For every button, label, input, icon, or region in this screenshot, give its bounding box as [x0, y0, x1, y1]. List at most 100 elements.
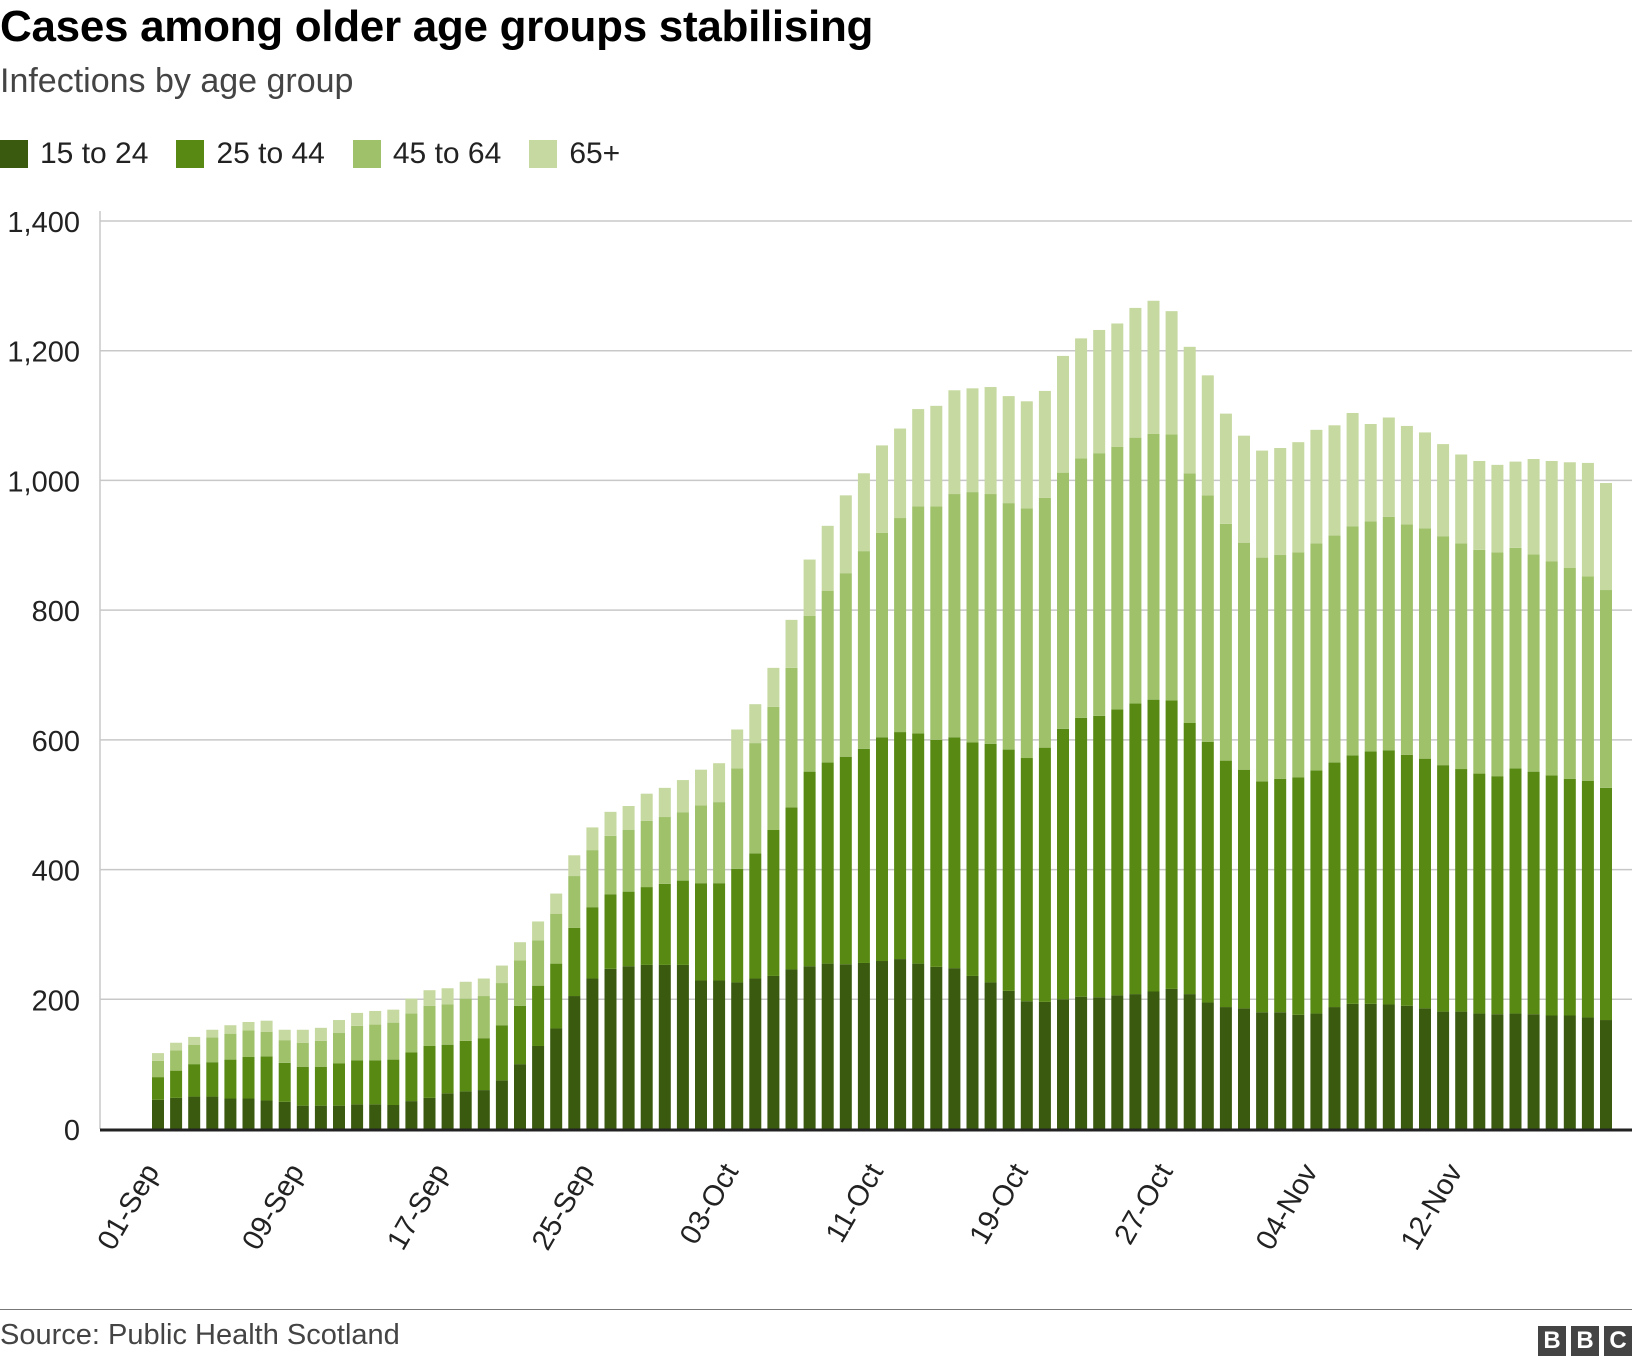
- bar-segment-15-to-24: [803, 966, 816, 1129]
- x-tick-label: 03-Oct: [674, 1159, 745, 1250]
- bar-segment-25-to-44: [224, 1059, 237, 1099]
- bar-segment-65-: [1020, 401, 1033, 509]
- bar-segment-15-to-24: [532, 1045, 545, 1129]
- bar-segment-45-to-64: [1346, 526, 1359, 756]
- bar-segment-25-to-44: [387, 1059, 400, 1106]
- bar-segment-45-to-64: [387, 1022, 400, 1060]
- bar-segment-15-to-24: [1563, 1015, 1576, 1129]
- bar-segment-25-to-44: [1509, 768, 1522, 1014]
- bar-segment-45-to-64: [604, 835, 617, 895]
- bar-segment-15-to-24: [1201, 1002, 1214, 1129]
- bar-segment-25-to-44: [351, 1060, 364, 1105]
- bar-segment-45-to-64: [242, 1030, 255, 1058]
- bar-segment-15-to-24: [695, 980, 707, 1129]
- bar-segment-25-to-44: [1075, 717, 1088, 997]
- bar-segment-65-: [857, 473, 870, 552]
- bar-segment-15-to-24: [550, 1028, 563, 1129]
- bar-segment-65-: [1400, 425, 1413, 525]
- bar-segment-25-to-44: [640, 887, 653, 965]
- bar-segment-15-to-24: [170, 1097, 183, 1129]
- bar-segment-25-to-44: [1364, 751, 1377, 1004]
- bar-segment-65-: [188, 1036, 201, 1045]
- bar-segment-65-: [894, 428, 907, 519]
- bar-segment-25-to-44: [1256, 781, 1269, 1013]
- bar-segment-15-to-24: [1057, 999, 1069, 1129]
- bar-segment-45-to-64: [1527, 554, 1540, 772]
- bar-segment-15-to-24: [1075, 996, 1088, 1129]
- x-tick-label: 11-Oct: [820, 1159, 890, 1249]
- bar-segment-65-: [749, 704, 762, 744]
- bar-segment-15-to-24: [894, 959, 907, 1129]
- bar-segment-45-to-64: [984, 494, 997, 744]
- bar-segment-25-to-44: [1419, 758, 1431, 1009]
- bar-segment-65-: [1491, 464, 1504, 553]
- bar-segment-25-to-44: [1527, 771, 1540, 1015]
- bar-segment-25-to-44: [260, 1056, 273, 1101]
- bar-segment-45-to-64: [713, 802, 726, 884]
- bar-segment-15-to-24: [369, 1104, 382, 1129]
- bar-segment-45-to-64: [1455, 543, 1468, 770]
- bar-segment-25-to-44: [1328, 762, 1341, 1008]
- bar-segment-15-to-24: [1364, 1003, 1377, 1129]
- x-tick-label: 19-Oct: [964, 1159, 1035, 1250]
- bar-segment-45-to-64: [423, 1005, 436, 1046]
- bar-segment-15-to-24: [459, 1091, 472, 1129]
- bar-segment-25-to-44: [441, 1044, 454, 1094]
- bar-segment-65-: [930, 405, 943, 507]
- bar-segment-15-to-24: [658, 964, 671, 1129]
- bar-segment-65-: [477, 978, 490, 997]
- bar-segment-15-to-24: [1147, 991, 1160, 1129]
- bar-segment-15-to-24: [351, 1104, 364, 1129]
- bar-segment-65-: [441, 988, 454, 1005]
- bar-segment-65-: [1509, 461, 1522, 548]
- bar-segment-15-to-24: [405, 1101, 418, 1129]
- bar-segment-15-to-24: [1129, 994, 1142, 1129]
- bar-segment-25-to-44: [1093, 715, 1106, 998]
- bar-segment-65-: [514, 942, 526, 961]
- bar-segment-25-to-44: [532, 985, 545, 1046]
- bar-segment-45-to-64: [1129, 437, 1142, 704]
- bar-segment-15-to-24: [586, 978, 599, 1129]
- bar-segment-25-to-44: [296, 1066, 309, 1106]
- bar-segment-65-: [966, 388, 979, 493]
- bar-segment-65-: [1292, 442, 1305, 553]
- legend-swatch-25-to-44: [176, 140, 205, 168]
- bar-segment-25-to-44: [839, 756, 852, 965]
- bar-segment-15-to-24: [767, 975, 780, 1129]
- bar-segment-65-: [568, 855, 581, 877]
- bar-segment-25-to-44: [1057, 728, 1069, 1000]
- legend-item-25-to-44: 25 to 44: [176, 137, 325, 171]
- bar-segment-25-to-44: [1020, 758, 1033, 1002]
- bar-segment-65-: [296, 1029, 309, 1043]
- bar-segment-45-to-64: [821, 590, 834, 763]
- bar-segment-25-to-44: [423, 1045, 436, 1098]
- source-divider: [0, 1309, 1632, 1310]
- bar-segment-25-to-44: [912, 733, 925, 964]
- bar-segment-15-to-24: [568, 996, 581, 1129]
- bar-segment-15-to-24: [1238, 1008, 1250, 1129]
- source-note: Source: Public Health Scotland: [0, 1319, 400, 1351]
- bar-segment-25-to-44: [314, 1066, 327, 1106]
- bar-segment-25-to-44: [604, 894, 617, 969]
- bar-segment-15-to-24: [839, 964, 852, 1129]
- bar-segment-15-to-24: [785, 969, 798, 1129]
- bar-segment-25-to-44: [930, 739, 943, 967]
- bar-segment-25-to-44: [1183, 722, 1196, 995]
- bar-segment-15-to-24: [514, 1064, 526, 1129]
- bar-segment-25-to-44: [1382, 750, 1395, 1005]
- bar-segment-45-to-64: [1165, 434, 1178, 701]
- bar-segment-45-to-64: [1256, 557, 1269, 782]
- bar-segment-25-to-44: [1201, 741, 1214, 1003]
- bar-segment-65-: [1563, 462, 1576, 568]
- bar-segment-25-to-44: [278, 1062, 291, 1102]
- bar-segment-65-: [912, 409, 925, 507]
- bar-segment-65-: [1165, 311, 1178, 435]
- bar-segment-65-: [803, 559, 816, 616]
- bar-segment-15-to-24: [1473, 1013, 1486, 1129]
- bar-segment-25-to-44: [1274, 778, 1287, 1013]
- bar-segment-45-to-64: [296, 1042, 309, 1067]
- bar-segment-45-to-64: [1310, 543, 1323, 771]
- bar-segment-65-: [1600, 483, 1612, 591]
- bar-segment-25-to-44: [1038, 747, 1051, 1002]
- bar-segment-65-: [170, 1042, 183, 1051]
